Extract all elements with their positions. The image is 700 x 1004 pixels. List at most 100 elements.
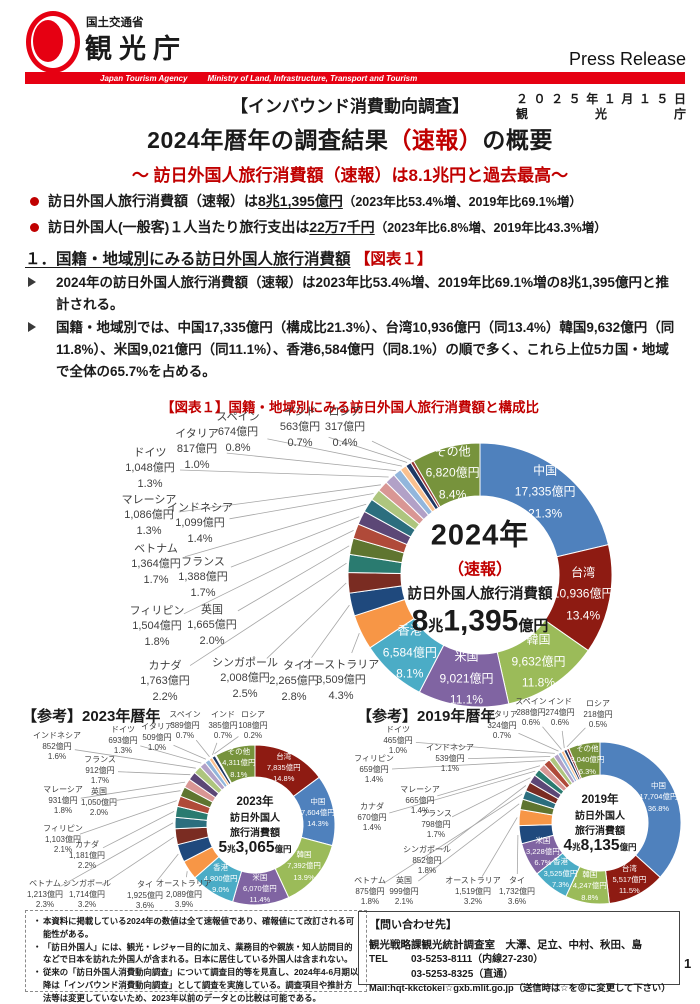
figure-title: 【図表１】国籍・地域別にみる訪日外国人旅行消費額と構成比 xyxy=(161,400,539,415)
segment-label-米国-line: 6.7% xyxy=(534,858,552,868)
donut-segment-その他 xyxy=(412,442,481,508)
note-bullet: ・ xyxy=(33,941,42,952)
ext-label-ロシア-line: 0.5% xyxy=(588,720,608,730)
page-title: 2024年暦年の調査結果（速報）の概要 xyxy=(0,121,700,155)
ext-label-タイ: タイ 1,925億円 3.6% xyxy=(127,880,163,912)
ext-label-マレーシア-line: マレーシア xyxy=(121,493,177,506)
leader-line-ロシア xyxy=(214,736,239,755)
leader-line-カナダ xyxy=(102,811,175,849)
ext-label-英国-line: 2.1% xyxy=(394,897,414,907)
ext-label-スペイン-line: 0.8% xyxy=(225,441,251,454)
segment-label-台湾-line: 台湾 xyxy=(276,751,292,761)
donut-chart-2019: 中国 17,704億円 36.8% 台湾 5,517億円 11.5% 韓国 4,247億円 8.… xyxy=(350,697,695,940)
leader-line-イタリア xyxy=(226,452,396,472)
center-line-0: 2024年 xyxy=(430,519,530,552)
ext-label-タイ: タイ 2,265億円 2.8% xyxy=(269,659,319,705)
segment-label-その他-line: その他 xyxy=(434,444,471,459)
title-pre: 2024年暦年の調査結果 xyxy=(147,127,389,153)
contact-tel-row: TEL 03-5253-8111（内線27-230） xyxy=(369,953,669,968)
note-bullet: ・ xyxy=(33,967,42,978)
ext-label-タイ-line: タイ xyxy=(137,880,153,890)
section1-figure-ref: 【図表１】 xyxy=(354,251,433,268)
leader-line-ドイツ xyxy=(179,469,389,478)
segment-label-その他-line: 6.3% xyxy=(578,766,596,776)
segment-label-米国-line: 米国 xyxy=(535,836,551,845)
ext-label-ドイツ-line: ドイツ xyxy=(385,725,410,735)
leader-line-フランス xyxy=(230,516,360,568)
ext-label-カナダ: カナダ 670億円 1.4% xyxy=(357,802,386,834)
text-run: 6,584億円（同8.1%）の順で多く、これら上位5カ国・地域で全体の65.7%… xyxy=(56,341,669,379)
segment-label-中国-line: 中国 xyxy=(650,781,666,791)
ext-label-イタリア-line: イタリア xyxy=(486,710,518,720)
ext-label-英国: 英国 1,050億円 2.0% xyxy=(81,787,117,819)
leader-line-インド xyxy=(561,730,565,749)
ext-label-フランス-line: 1.7% xyxy=(426,830,446,840)
agency-label: 観光庁 xyxy=(85,34,187,64)
leader-line-ドイツ xyxy=(140,745,202,764)
ext-label-マレーシア-line: 1.4% xyxy=(410,806,430,816)
ext-label-オーストラリア: オーストラリア 1,519億円 3.2% xyxy=(445,876,501,908)
segment-label-中国: 中国 17,335億円 21.3% xyxy=(515,460,576,525)
ext-label-イタリア: イタリア 324億円 0.7% xyxy=(486,710,518,742)
donut-segment-中国 xyxy=(599,741,682,878)
ext-label-フランス-line: フランス xyxy=(181,555,225,568)
leader-line-英国 xyxy=(116,790,181,801)
segment-label-韓国-line: 7,392億円 xyxy=(287,861,321,871)
ext-label-インドネシア-line: 1.4% xyxy=(187,532,213,545)
segment-label-台湾-line: 11.5% xyxy=(618,886,640,896)
key-point-1: 訪日外国人旅行消費額（速報）は8兆1,395億円（2023年比53.4%増、20… xyxy=(30,191,685,211)
ext-label-インド-line: 274億円 xyxy=(545,707,575,717)
segment-label-香港-line: 香港 xyxy=(213,863,229,873)
segment-label-台湾-line: 13.4% xyxy=(566,608,601,623)
note-item: ・「訪日外国人」には、観光・レジャー目的に加え、業務目的や親族・知人訪問目的など… xyxy=(33,941,359,967)
tel-number-1: 03-5253-8111（内線27-230） xyxy=(411,954,544,966)
segment-label-その他-line: 4,311億円 xyxy=(222,758,256,768)
leader-line-タイ xyxy=(311,604,350,658)
key-point-2: 訪日外国人(一般客)１人当たり旅行支出は22万7千円（2023年比6.8%増、2… xyxy=(30,217,685,237)
ext-label-ドイツ-line: ドイツ xyxy=(133,446,167,459)
key-point-2-paren: （2023年比6.8%増、2019年比43.3%増） xyxy=(374,221,607,235)
ext-label-英国-line: 1,050億円 xyxy=(80,797,118,807)
leader-line-タイ xyxy=(155,853,179,883)
section1-para2-text: 国籍・地域別では、中国17,335億円（構成比21.3%）、台湾10,936億円… xyxy=(56,317,678,383)
segment-label-香港: 香港 4,800億円 9.0% xyxy=(204,862,238,896)
center-line-1: 訪日外国人 xyxy=(574,811,625,822)
ext-label-インド-line: インド xyxy=(283,405,317,418)
contact-division: 観光戦略課観光統計調査室 大澤、足立、中村、秋田、島 xyxy=(369,938,642,951)
segment-label-その他-line: 8.1% xyxy=(230,769,248,779)
ext-label-カナダ-line: 670億円 xyxy=(357,812,387,822)
ext-label-フィリピン-line: フィリピン xyxy=(43,824,83,834)
ext-label-英国-line: 英国 xyxy=(91,787,107,797)
ext-label-シンガポール-line: 3.2% xyxy=(77,900,97,910)
ext-label-フィリピン-line: 1,504億円 xyxy=(132,620,182,633)
segment-label-中国-line: 36.8% xyxy=(647,803,670,813)
segment-label-その他: その他 3,040億円 6.3% xyxy=(571,743,605,777)
ext-label-インド: インド 385億円 0.7% xyxy=(208,710,237,742)
leader-line-シンガポール xyxy=(101,836,175,886)
center-total: 4兆8,135億円 xyxy=(564,837,637,855)
ext-label-シンガポール: シンガポール 852億円 1.8% xyxy=(403,845,451,877)
leader-line-インドネシア xyxy=(467,756,551,759)
ext-label-インド: インド 274億円 0.6% xyxy=(545,697,574,729)
ext-label-インドネシア-line: 539億円 xyxy=(435,753,465,763)
ext-label-イタリア: イタリア 817億円 1.0% xyxy=(175,427,219,473)
text-run-bold: 台湾 xyxy=(385,320,413,335)
ext-label-フィリピン: フィリピン 1,504億円 1.8% xyxy=(130,604,185,650)
donut-segment-その他 xyxy=(215,744,256,784)
ext-label-インド-line: インド xyxy=(210,710,235,720)
ext-label-ベトナム-line: ベトナム xyxy=(354,876,386,886)
subtitle: ～ 訪日外国人旅行消費額（速報）は8.1兆円と過去最高～ xyxy=(131,166,569,185)
ext-label-オーストラリア-line: オーストラリア xyxy=(302,658,380,671)
leader-line-ベトナム xyxy=(384,793,523,883)
note-text: 「訪日外国人」には、観光・レジャー目的に加え、業務目的や親族・知人訪問目的などで… xyxy=(43,941,353,965)
ext-label-インド-line: 385億円 xyxy=(208,720,238,730)
ext-label-フランス: フランス 1,388億円 1.7% xyxy=(178,555,228,601)
ext-label-スペイン-line: スペイン xyxy=(515,697,547,707)
donut-chart-2024: 中国 17,335億円 21.3% 台湾 10,936億円 13.4% 韓国 9,632億円 1… xyxy=(20,405,680,720)
segment-label-韓国-line: 11.8% xyxy=(521,676,556,690)
note-text: 従来の「訪日外国人消費動向調査」について調査目的等を見直し、2024年4-6月期… xyxy=(43,967,359,1003)
ext-label-シンガポール-line: シンガポール xyxy=(212,656,278,669)
ext-label-シンガポール-line: 2.5% xyxy=(232,687,258,700)
ext-label-マレーシア: マレーシア 665億円 1.4% xyxy=(400,785,440,817)
ext-label-英国-line: 英国 xyxy=(201,603,223,616)
